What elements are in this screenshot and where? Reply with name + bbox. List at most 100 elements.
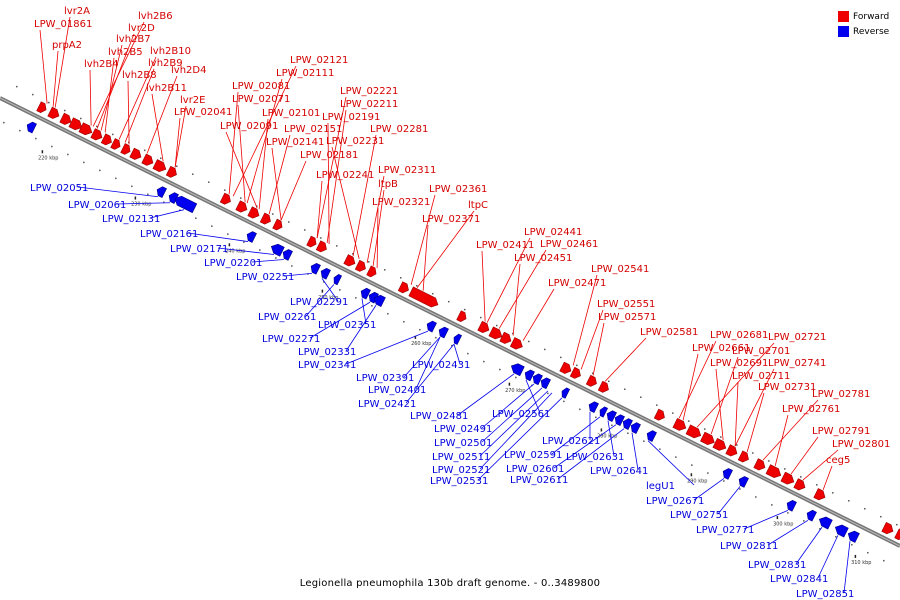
forward-gene-arrow[interactable] [100, 133, 114, 147]
reverse-gene-arrow[interactable] [833, 523, 849, 538]
reverse-gene-arrow[interactable] [25, 120, 37, 134]
forward-gene-arrow[interactable] [354, 259, 368, 273]
reverse-gene-label[interactable]: LPW_02271 [262, 334, 320, 345]
forward-gene-label[interactable]: LPW_02081 [232, 81, 290, 92]
forward-gene-arrow[interactable] [47, 106, 61, 120]
reverse-gene-arrow[interactable] [846, 529, 860, 543]
reverse-gene-label[interactable]: LPW_02521 [432, 465, 490, 476]
forward-gene-label[interactable]: LPW_02231 [326, 136, 384, 147]
forward-gene-label[interactable]: LPW_02411 [476, 240, 534, 251]
forward-gene-arrow[interactable] [813, 488, 827, 501]
forward-gene-arrow[interactable] [559, 361, 573, 375]
forward-gene-arrow[interactable] [780, 471, 796, 486]
forward-gene-label[interactable]: lvh2B10 [150, 46, 191, 57]
reverse-gene-label[interactable]: legU1 [646, 481, 675, 492]
forward-gene-label[interactable]: LPW_01861 [34, 19, 92, 30]
forward-gene-arrow[interactable] [408, 286, 440, 309]
forward-gene-label[interactable]: ltpB [378, 179, 398, 190]
forward-gene-label[interactable]: LPW_02211 [340, 99, 398, 110]
forward-gene-label[interactable]: LPW_02221 [340, 86, 398, 97]
forward-gene-label[interactable]: LPW_02151 [284, 124, 342, 135]
reverse-gene-label[interactable]: LPW_02351 [318, 320, 376, 331]
reverse-gene-arrow[interactable] [531, 372, 543, 386]
reverse-gene-label[interactable]: LPW_02431 [412, 360, 470, 371]
forward-gene-label[interactable]: LPW_02451 [514, 253, 572, 264]
forward-gene-arrow[interactable] [653, 408, 667, 422]
reverse-gene-arrow[interactable] [452, 333, 463, 345]
forward-gene-arrow[interactable] [68, 117, 84, 132]
reverse-gene-label[interactable]: LPW_02261 [258, 312, 316, 323]
forward-gene-arrow[interactable] [456, 310, 469, 324]
reverse-gene-label[interactable]: LPW_02751 [670, 510, 728, 521]
reverse-gene-label[interactable]: LPW_02161 [140, 229, 198, 240]
forward-gene-label[interactable]: LPW_02551 [597, 299, 655, 310]
forward-gene-arrow[interactable] [141, 153, 155, 167]
forward-gene-label[interactable]: LPW_02461 [540, 239, 598, 250]
forward-gene-arrow[interactable] [129, 147, 143, 161]
forward-gene-arrow[interactable] [894, 528, 900, 542]
reverse-gene-arrow[interactable] [155, 185, 167, 199]
reverse-gene-label[interactable]: LPW_02561 [492, 409, 550, 420]
forward-gene-arrow[interactable] [152, 159, 168, 174]
reverse-gene-arrow[interactable] [509, 361, 525, 377]
reverse-gene-arrow[interactable] [560, 387, 571, 399]
forward-gene-label[interactable]: LPW_02441 [524, 227, 582, 238]
forward-gene-label[interactable]: LPW_02141 [266, 137, 324, 148]
forward-gene-arrow[interactable] [477, 320, 491, 334]
reverse-gene-label[interactable]: LPW_02061 [68, 200, 126, 211]
forward-gene-arrow[interactable] [765, 464, 783, 480]
reverse-gene-arrow[interactable] [539, 376, 551, 390]
forward-gene-arrow[interactable] [569, 366, 583, 380]
reverse-gene-arrow[interactable] [372, 293, 386, 308]
reverse-gene-arrow[interactable] [281, 248, 293, 261]
forward-gene-arrow[interactable] [59, 112, 73, 126]
forward-gene-label[interactable]: lvh2B7 [116, 34, 151, 45]
reverse-gene-arrow[interactable] [817, 515, 833, 530]
forward-gene-label[interactable]: LPW_02101 [262, 108, 320, 119]
forward-gene-arrow[interactable] [259, 212, 273, 226]
reverse-gene-label[interactable]: LPW_02611 [510, 475, 568, 486]
forward-gene-label[interactable]: lvh2B5 [108, 47, 143, 58]
forward-gene-label[interactable]: lvh2B8 [122, 70, 157, 81]
forward-gene-arrow[interactable] [110, 138, 123, 152]
forward-gene-label[interactable]: LPW_02581 [640, 327, 698, 338]
forward-gene-arrow[interactable] [120, 143, 133, 157]
forward-gene-label[interactable]: LPW_02181 [300, 150, 358, 161]
reverse-gene-arrow[interactable] [173, 194, 198, 214]
forward-gene-arrow[interactable] [488, 326, 504, 341]
reverse-gene-arrow[interactable] [645, 429, 657, 442]
forward-gene-label[interactable]: LPW_02471 [548, 278, 606, 289]
forward-gene-label[interactable]: LPW_02071 [232, 94, 290, 105]
forward-gene-arrow[interactable] [78, 122, 94, 137]
forward-gene-arrow[interactable] [306, 235, 319, 249]
reverse-gene-arrow[interactable] [523, 368, 535, 382]
forward-gene-arrow[interactable] [343, 254, 357, 268]
forward-gene-arrow[interactable] [397, 281, 411, 295]
forward-gene-label[interactable]: LPW_02241 [316, 170, 374, 181]
forward-gene-label[interactable]: LPW_02041 [174, 107, 232, 118]
forward-gene-label[interactable]: LPW_02731 [758, 382, 816, 393]
forward-gene-arrow[interactable] [247, 206, 261, 220]
forward-gene-arrow[interactable] [235, 200, 249, 214]
reverse-gene-arrow[interactable] [629, 421, 641, 434]
forward-gene-label[interactable]: LPW_02371 [422, 214, 480, 225]
forward-gene-label[interactable]: LPW_02281 [370, 124, 428, 135]
reverse-gene-arrow[interactable] [167, 191, 179, 204]
reverse-gene-label[interactable]: LPW_02671 [646, 496, 704, 507]
forward-gene-label[interactable]: LPW_02541 [591, 264, 649, 275]
forward-gene-label[interactable]: LPW_02361 [429, 184, 487, 195]
reverse-gene-label[interactable]: LPW_02341 [298, 360, 356, 371]
forward-gene-label[interactable]: LPW_02571 [598, 312, 656, 323]
forward-gene-arrow[interactable] [165, 165, 179, 179]
forward-gene-arrow[interactable] [499, 331, 513, 345]
forward-gene-arrow[interactable] [700, 431, 716, 447]
reverse-gene-arrow[interactable] [359, 287, 371, 300]
forward-gene-arrow[interactable] [90, 128, 104, 142]
forward-gene-arrow[interactable] [753, 458, 767, 472]
reverse-gene-arrow[interactable] [737, 475, 749, 488]
reverse-gene-label[interactable]: LPW_02171 [170, 244, 228, 255]
forward-gene-label[interactable]: ceg5 [826, 455, 850, 466]
reverse-gene-arrow[interactable] [613, 413, 625, 427]
reverse-gene-label[interactable]: LPW_02391 [356, 373, 414, 384]
reverse-gene-label[interactable]: LPW_02851 [796, 589, 854, 600]
